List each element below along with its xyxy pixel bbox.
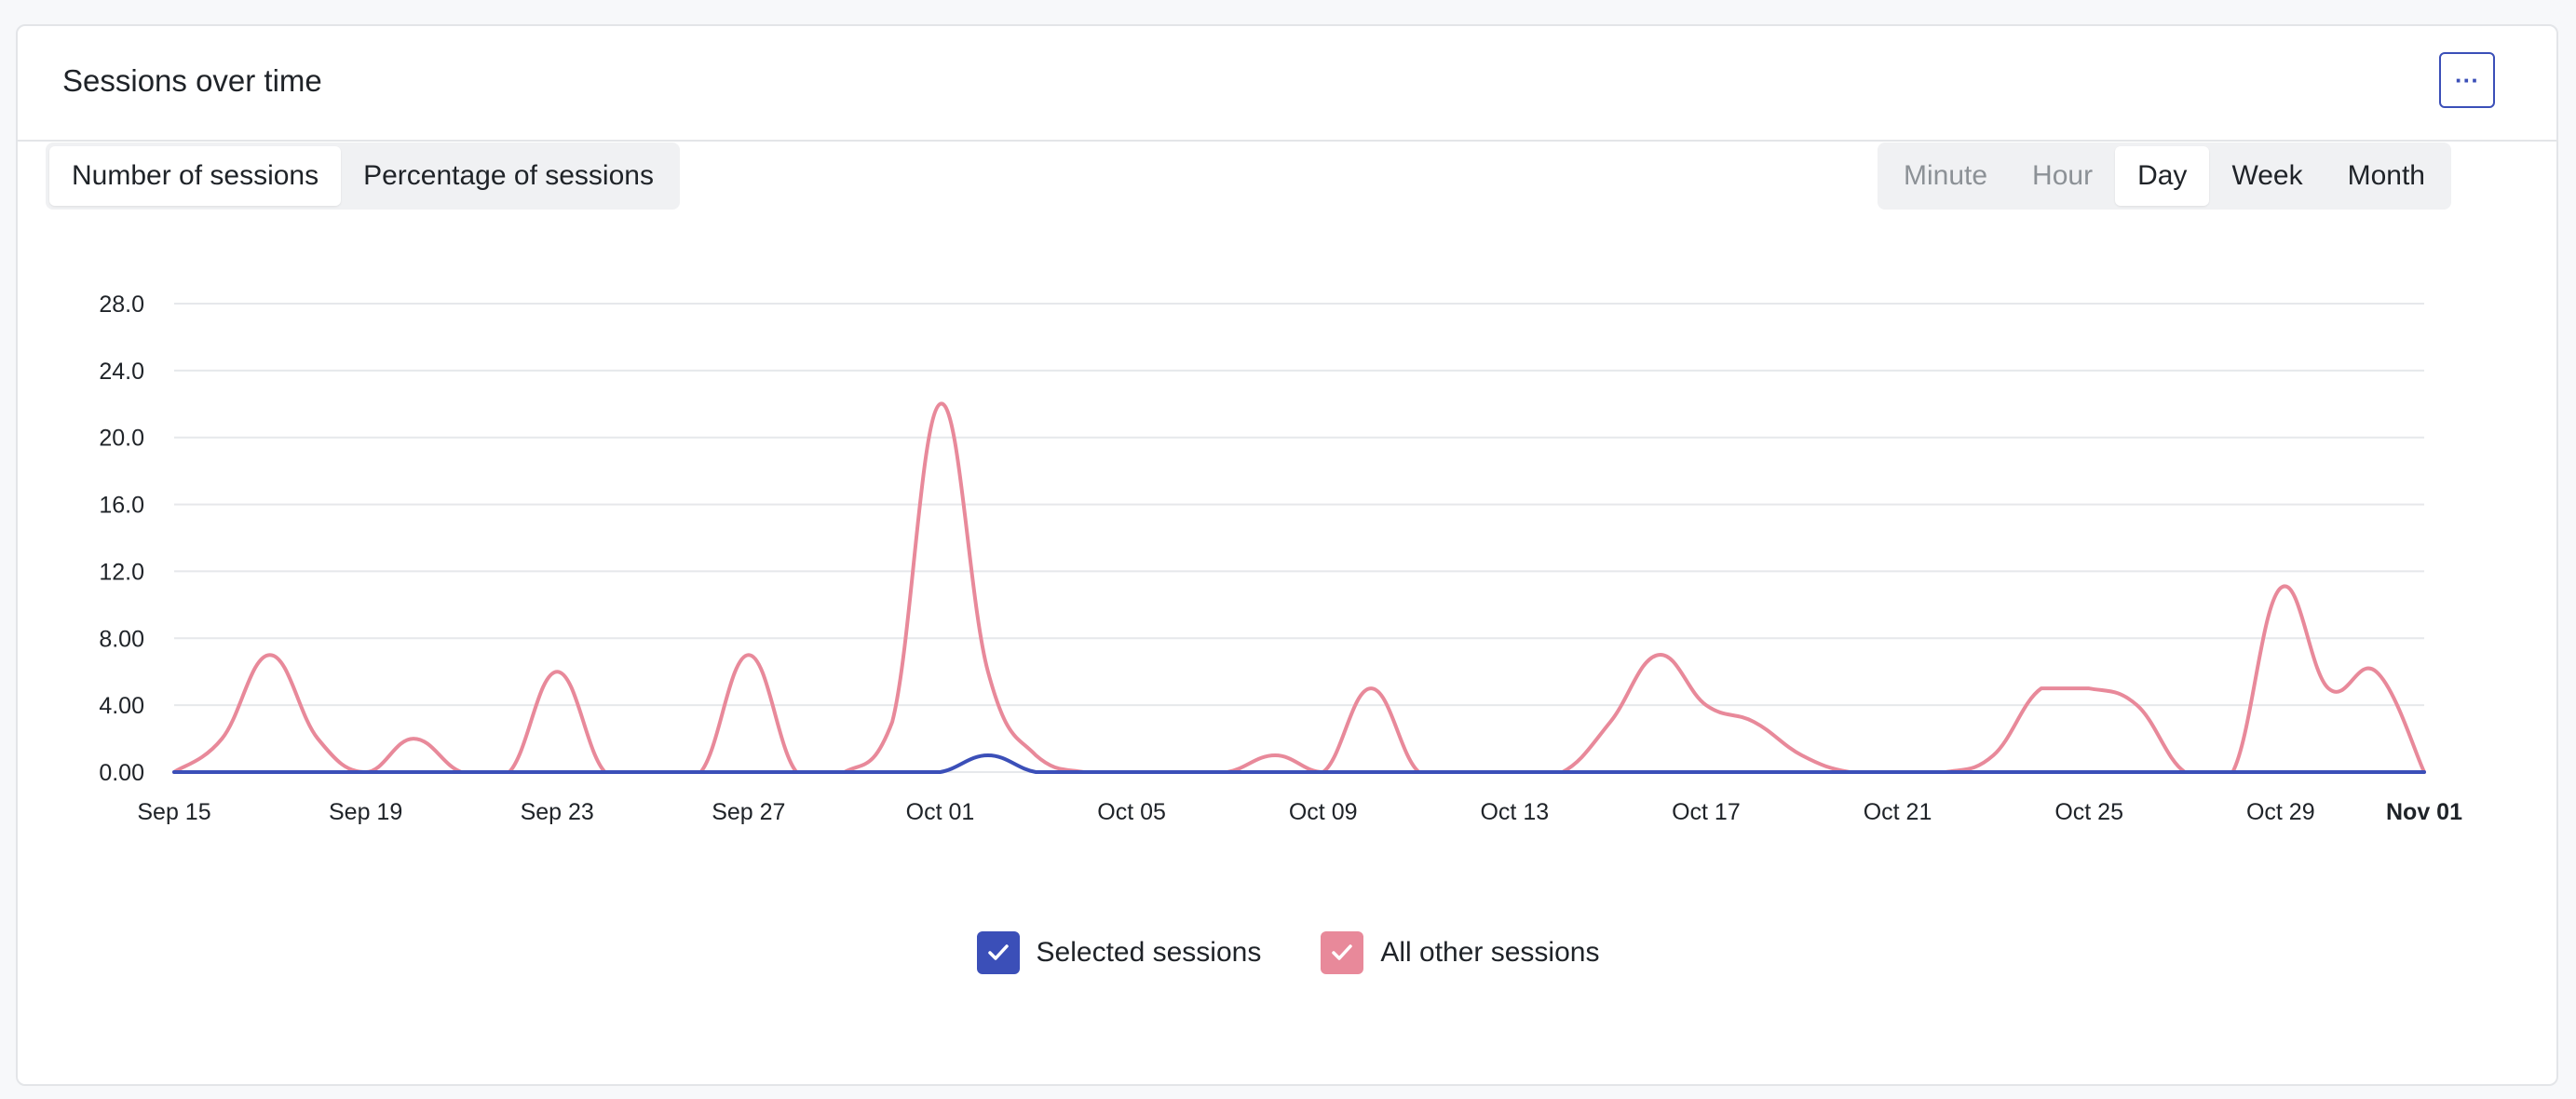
x-tick-label: Oct 05 xyxy=(1097,799,1166,825)
interval-option-week[interactable]: Week xyxy=(2231,160,2303,191)
interval-toggle: Minute Hour Day Week Month xyxy=(1878,142,2451,210)
y-tick-label: 20.0 xyxy=(99,426,144,452)
card-header: Sessions over time ··· xyxy=(18,26,2556,142)
x-tick-label: Oct 29 xyxy=(2246,799,2315,825)
x-tick-label: Oct 25 xyxy=(2054,799,2123,825)
y-tick-label: 8.00 xyxy=(99,626,144,652)
x-tick-label: Oct 13 xyxy=(1480,799,1549,825)
y-tick-label: 0.00 xyxy=(99,760,144,786)
x-tick-label: Sep 15 xyxy=(137,799,210,825)
card-title: Sessions over time xyxy=(62,63,322,98)
y-tick-label: 28.0 xyxy=(99,292,144,318)
more-options-button[interactable]: ··· xyxy=(2439,52,2495,108)
interval-option-day[interactable]: Day xyxy=(2115,146,2210,206)
x-tick-label: Oct 09 xyxy=(1289,799,1358,825)
x-tick-label: Sep 19 xyxy=(329,799,402,825)
series-line-all-other-sessions xyxy=(172,401,2426,774)
ellipsis-icon: ··· xyxy=(2455,65,2479,94)
x-tick-label: Oct 21 xyxy=(1864,799,1932,825)
legend-item-selected-sessions[interactable]: Selected sessions xyxy=(976,931,1262,974)
interval-option-month[interactable]: Month xyxy=(2347,160,2425,191)
chart-legend: Selected sessions All other sessions xyxy=(0,931,2576,974)
interval-option-minute: Minute xyxy=(1904,160,1988,191)
legend-label: Selected sessions xyxy=(1036,937,1262,968)
x-tick-label: Nov 01 xyxy=(2386,799,2462,825)
legend-item-all-other-sessions[interactable]: All other sessions xyxy=(1321,931,1599,974)
x-tick-label: Sep 27 xyxy=(712,799,785,825)
x-tick-label: Sep 23 xyxy=(521,799,594,825)
y-tick-label: 24.0 xyxy=(99,359,144,385)
checkbox-checked-icon[interactable] xyxy=(1321,931,1364,974)
x-tick-label: Oct 17 xyxy=(1672,799,1741,825)
metric-option-number[interactable]: Number of sessions xyxy=(49,146,342,206)
y-tick-label: 16.0 xyxy=(99,493,144,519)
metric-option-percentage[interactable]: Percentage of sessions xyxy=(363,160,654,191)
legend-label: All other sessions xyxy=(1380,937,1600,968)
checkbox-checked-icon[interactable] xyxy=(976,931,1020,974)
sessions-line-chart: 0.00 4.00 8.00 12.0 16.0 20.0 24.0 28.0 Sep 15 Se… xyxy=(99,292,2462,825)
metric-toggle: Number of sessions Percentage of session… xyxy=(46,142,680,210)
interval-option-hour: Hour xyxy=(2032,160,2094,191)
y-tick-label: 12.0 xyxy=(99,559,144,585)
y-tick-label: 4.00 xyxy=(99,693,144,719)
x-tick-label: Oct 01 xyxy=(906,799,975,825)
series-line-selected-sessions xyxy=(172,753,2426,774)
